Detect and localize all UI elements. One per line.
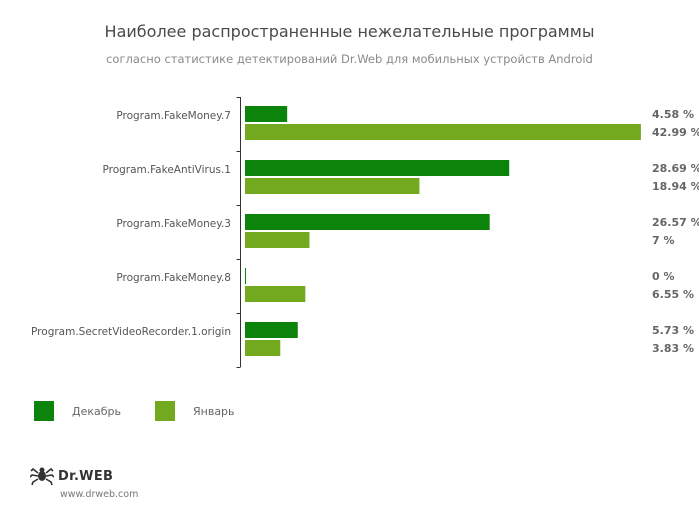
spider-icon [30, 467, 54, 486]
bar-december [245, 268, 246, 284]
data-label: 3.83 % [652, 342, 694, 355]
chart-subtitle: согласно статистике детектирований Dr.We… [106, 52, 593, 66]
bar-december [245, 322, 298, 338]
chart-title: Наиболее распространенные нежелательные … [104, 22, 595, 41]
bar-january [245, 178, 420, 194]
data-label: 26.57 % [652, 216, 699, 229]
logo-url: www.drweb.com [60, 489, 139, 500]
legend-label-january: Январь [193, 404, 235, 418]
category-label: Program.SecretVideoRecorder.1.origin [31, 326, 231, 338]
data-label: 6.55 % [652, 288, 694, 301]
data-label: 5.73 % [652, 324, 694, 337]
category-label: Program.FakeMoney.8 [116, 272, 231, 284]
legend-swatch-january [155, 401, 175, 421]
data-label: 18.94 % [652, 180, 699, 193]
bar-january [245, 124, 641, 140]
legend-label-december: Декабрь [72, 404, 121, 418]
legend-item-december: Декабрь [34, 401, 121, 421]
category-label: Program.FakeMoney.3 [116, 218, 231, 230]
category-label: Program.FakeAntiVirus.1 [102, 164, 231, 176]
logo-brand: Dr.WEB [58, 468, 114, 484]
legend-item-january: Январь [155, 401, 235, 421]
bar-december [245, 160, 510, 176]
data-label: 7 % [652, 234, 675, 247]
bar-january [245, 232, 310, 248]
bar-january [245, 286, 306, 302]
bar-chart: Program.FakeMoney.7 4.58 % 42.99 % Program.… [31, 97, 699, 368]
drweb-logo: Dr.WEB www.drweb.com [30, 466, 138, 500]
data-label: 4.58 % [652, 108, 694, 121]
bar-december [245, 106, 288, 122]
bar-january [245, 340, 281, 356]
bar-december [245, 214, 490, 230]
legend-swatch-december [34, 401, 54, 421]
data-label: 0 % [652, 270, 675, 283]
data-label: 42.99 % [652, 126, 699, 139]
data-label: 28.69 % [652, 162, 699, 175]
category-label: Program.FakeMoney.7 [116, 110, 231, 122]
